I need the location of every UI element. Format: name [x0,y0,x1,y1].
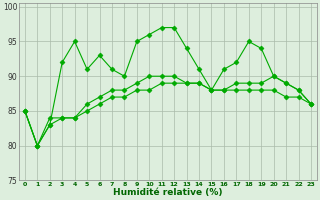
X-axis label: Humidité relative (%): Humidité relative (%) [113,188,223,197]
